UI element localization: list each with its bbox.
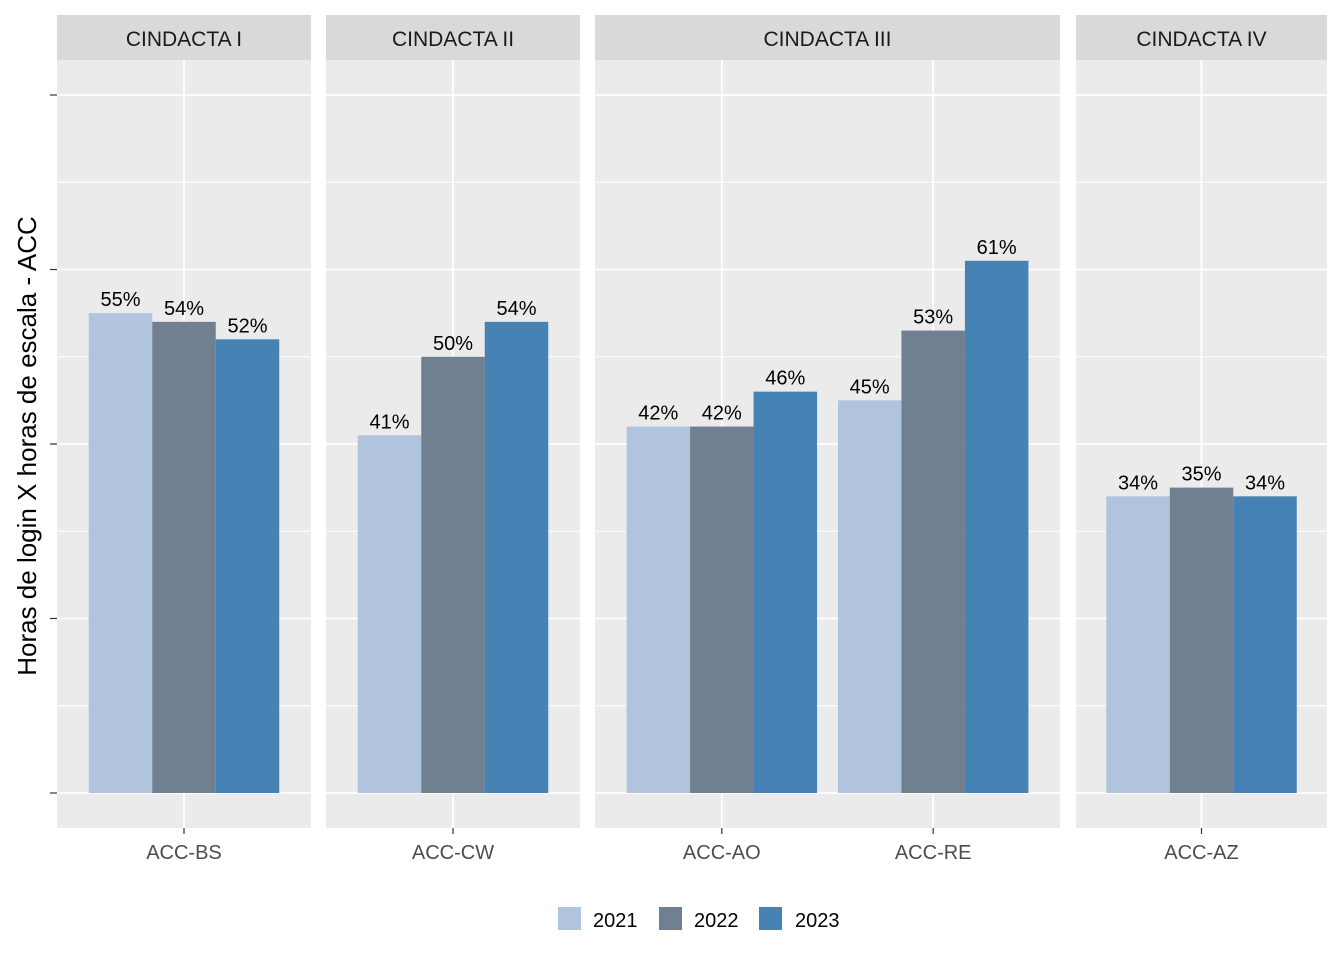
bar-2022 bbox=[152, 321, 216, 793]
facet-strip-label: CINDACTA III bbox=[764, 28, 892, 51]
bar-2023 bbox=[753, 391, 818, 793]
bar-2022 bbox=[690, 426, 754, 793]
bar-2022 bbox=[901, 330, 965, 793]
bar-value-label: 34% bbox=[1245, 472, 1285, 494]
panels-layer: 55% 54% 52% ACC-BS CINDACTA I 41% 50% 54% ACC-CW… bbox=[57, 15, 1327, 864]
facet-panel: 55% 54% 52% ACC-BS CINDACTA I bbox=[57, 15, 311, 864]
legend-label: 2021 bbox=[593, 910, 638, 932]
legend-item: 2022 bbox=[659, 907, 739, 932]
facet-strip-label: CINDACTA II bbox=[392, 28, 514, 51]
legend-key bbox=[659, 907, 682, 930]
bar-2021 bbox=[626, 426, 691, 793]
y-axis-title: Horas de login X horas de escala - ACC bbox=[12, 216, 42, 676]
bar-value-label: 55% bbox=[100, 289, 140, 311]
bar-value-label: 41% bbox=[369, 411, 409, 433]
bar-2021 bbox=[837, 400, 902, 793]
x-tick-label: ACC-RE bbox=[895, 842, 972, 864]
bar-value-label: 54% bbox=[496, 298, 536, 320]
bar-value-label: 35% bbox=[1181, 464, 1221, 486]
x-tick-label: ACC-AZ bbox=[1164, 842, 1238, 864]
bar-value-label: 46% bbox=[765, 368, 805, 390]
bar-value-label: 52% bbox=[227, 315, 267, 337]
facet-panel: 34% 35% 34% ACC-AZ CINDACTA IV bbox=[1076, 15, 1327, 864]
facet-strip bbox=[595, 15, 1060, 60]
x-tick-label: ACC-CW bbox=[412, 842, 494, 864]
bar-value-label: 42% bbox=[638, 403, 678, 425]
facet-panel: 41% 50% 54% ACC-CW CINDACTA II bbox=[326, 15, 580, 864]
bar-value-label: 53% bbox=[913, 307, 953, 329]
bar-2022 bbox=[421, 356, 485, 793]
legend-item: 2021 bbox=[558, 907, 638, 932]
legend-item: 2023 bbox=[759, 907, 840, 932]
bar-value-label: 45% bbox=[850, 376, 890, 398]
x-tick-label: ACC-BS bbox=[146, 842, 222, 864]
bar-value-label: 42% bbox=[702, 403, 742, 425]
y-axis bbox=[50, 94, 57, 794]
bar-value-label: 54% bbox=[164, 298, 204, 320]
facet-strip bbox=[57, 15, 311, 60]
facet-strip bbox=[326, 15, 580, 60]
bar-value-label: 50% bbox=[433, 333, 473, 355]
x-tick-label: ACC-AO bbox=[683, 842, 761, 864]
bar-2023 bbox=[964, 260, 1029, 793]
bar-value-label: 61% bbox=[977, 237, 1017, 259]
legend-key bbox=[759, 907, 782, 930]
legend: 2021 2022 2023 bbox=[558, 907, 840, 932]
bar-2023 bbox=[1233, 496, 1297, 793]
legend-key bbox=[558, 907, 581, 930]
bar-2022 bbox=[1169, 487, 1234, 793]
bar-value-label: 34% bbox=[1118, 472, 1158, 494]
bar-2021 bbox=[1106, 496, 1170, 793]
facet-panel: 42% 42% 46% ACC-AO 45% 53% 61% ACC-RE CINDACTA I… bbox=[595, 15, 1060, 864]
facet-strip-label: CINDACTA I bbox=[126, 28, 242, 51]
legend-label: 2022 bbox=[694, 910, 739, 932]
bar-2021 bbox=[88, 313, 153, 793]
bar-2023 bbox=[215, 339, 280, 793]
legend-label: 2023 bbox=[795, 910, 840, 932]
bar-2021 bbox=[357, 435, 422, 793]
facet-strip bbox=[1076, 15, 1327, 60]
bar-2023 bbox=[484, 321, 549, 793]
facet-strip-label: CINDACTA IV bbox=[1136, 28, 1266, 51]
